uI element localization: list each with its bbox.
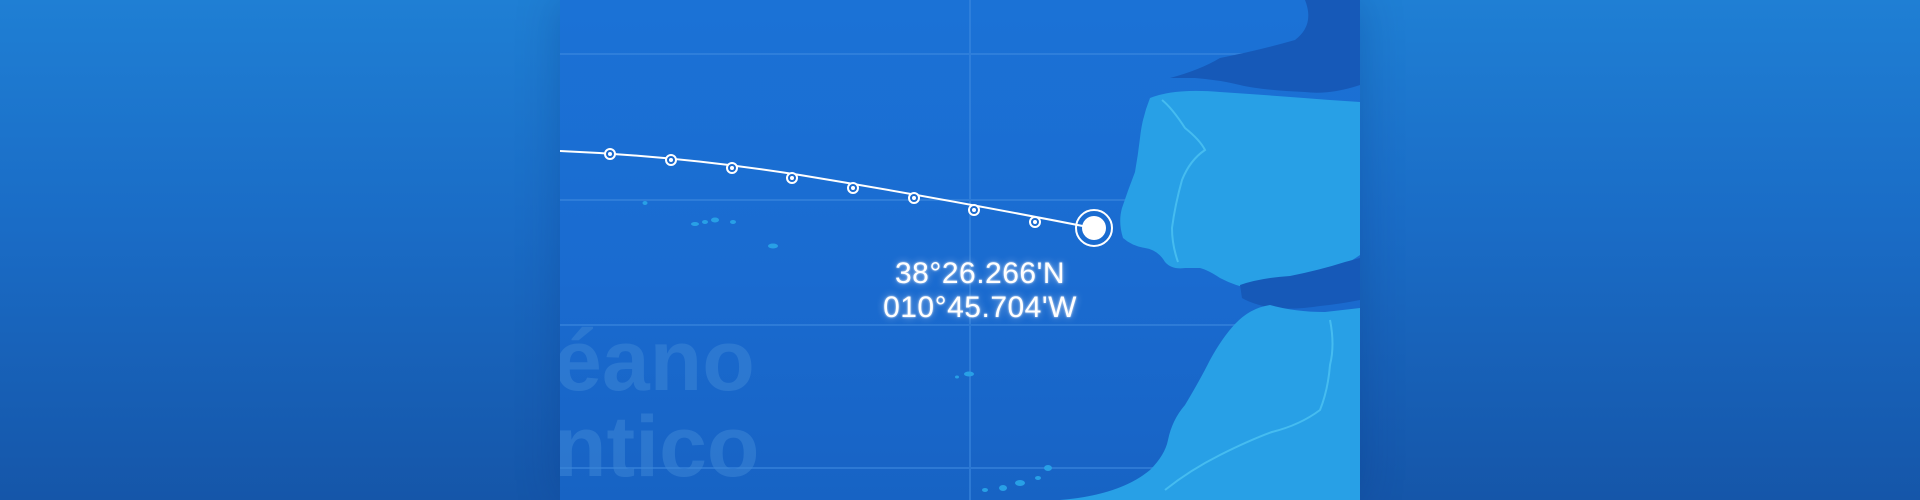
coordinate-readout: 38°26.266'N 010°45.704'W (820, 257, 1140, 325)
longitude-text: 010°45.704'W (883, 291, 1077, 324)
iberia-landmass (1120, 90, 1360, 290)
map-canvas (560, 0, 1360, 500)
current-position-marker (1075, 209, 1113, 247)
azores-islands (642, 201, 778, 249)
map-panel: éano ntico 38°26.266'N 010°45.704'W (560, 0, 1360, 500)
border-portugal (1161, 99, 1207, 263)
route-line (560, 150, 1094, 229)
canary-islands (982, 465, 1052, 492)
madeira-islands (955, 371, 974, 379)
latitude-text: 38°26.266'N (894, 257, 1066, 290)
left-background-band (0, 0, 560, 500)
border-morocco (1164, 319, 1334, 491)
ocean-name-label-line1: éano (560, 313, 755, 409)
africa-landmass (1060, 305, 1360, 500)
ocean-name-label-line2: ntico (560, 399, 760, 495)
map-grid (560, 0, 1360, 500)
dark-landmass-north (1170, 0, 1360, 93)
right-background-band (1360, 0, 1920, 500)
dark-landmass-mediterranean (1240, 258, 1360, 309)
waypoint-centers (608, 152, 1037, 224)
